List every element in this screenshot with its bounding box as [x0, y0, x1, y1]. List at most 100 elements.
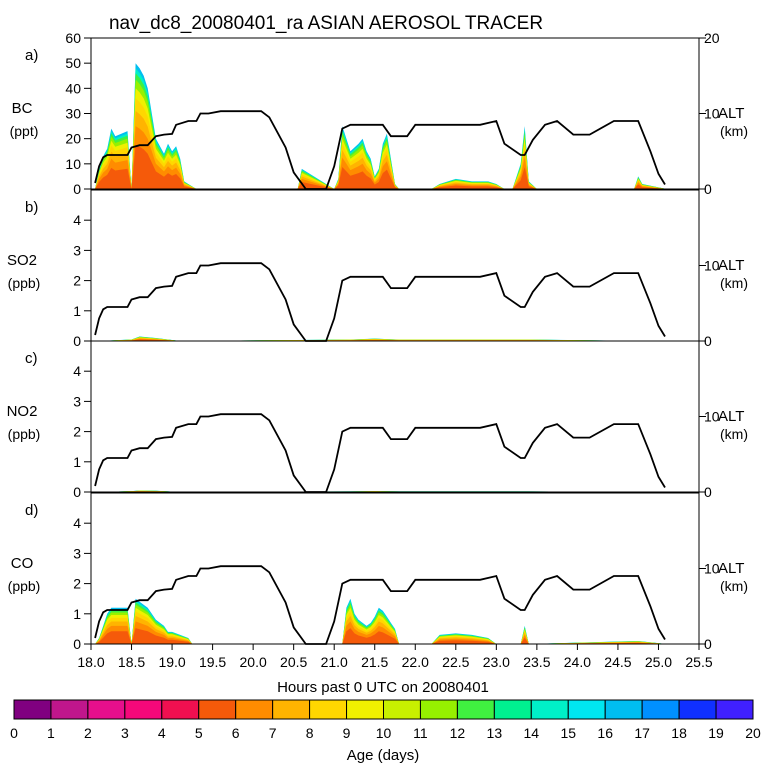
- panel-variable-unit: (ppb): [8, 578, 41, 594]
- y-tick-label: 10: [65, 156, 81, 172]
- colorbar-tick-label: 7: [269, 725, 277, 741]
- panel-variable-name: SO2: [7, 252, 37, 269]
- colorbar-tick-label: 17: [634, 725, 650, 741]
- alt-axis-label: ALT: [718, 560, 744, 577]
- panel-variable-unit: (ppb): [8, 275, 41, 291]
- colorbar-tick-label: 19: [708, 725, 724, 741]
- x-tick-label: 24.0: [564, 654, 591, 670]
- colorbar: 0 1 2 3 4 5 6 7 8 9 10 11 12 13 14 15 16 17 18 19 20: [10, 699, 761, 741]
- colorbar-tick-label: 11: [413, 725, 428, 741]
- altitude-line-no2: [94, 413, 666, 493]
- alt-axis-unit: (km): [720, 275, 748, 291]
- colorbar-tick-label: 9: [343, 725, 351, 741]
- colorbar-swatch: [456, 699, 495, 720]
- colorbar-swatch: [87, 699, 126, 720]
- alt-tick-label: 0: [704, 181, 712, 197]
- colorbar-tick-label: 5: [195, 725, 203, 741]
- panel-frame: [90, 340, 700, 493]
- alt-tick-label: 0: [704, 484, 712, 500]
- y-tick-label: 1: [73, 303, 81, 319]
- colorbar-tick-label: 1: [47, 725, 55, 741]
- y-tick-label: 1: [73, 454, 81, 470]
- alt-axis-unit: (km): [720, 426, 748, 442]
- panel-bc: 0 10 20 30 40 50 60 0 10 20 a) BC (ppt) ALT(km): [10, 30, 748, 197]
- series-area-so2-band-1: [99, 338, 667, 341]
- colorbar-tick-label: 18: [671, 725, 687, 741]
- y-tick-label: 2: [73, 424, 81, 440]
- colorbar-swatch: [124, 699, 163, 720]
- panel-variable-unit: (ppt): [10, 123, 39, 139]
- y-tick-label: 30: [65, 106, 81, 122]
- chart-title: nav_dc8_20080401_ra ASIAN AEROSOL TRACER: [109, 13, 543, 34]
- alt-axis-unit: (km): [720, 578, 748, 594]
- x-tick-label: 18.0: [77, 654, 104, 670]
- alt-tick-label: 10: [704, 561, 720, 577]
- series-area-co-band-0: [95, 628, 667, 644]
- y-tick-label: 60: [65, 30, 81, 46]
- colorbar-tick-label: 0: [10, 725, 18, 741]
- colorbar-tick-label: 16: [597, 725, 613, 741]
- colorbar-tick-label: 12: [450, 725, 466, 741]
- colorbar-swatch: [567, 699, 606, 720]
- y-tick-label: 0: [73, 484, 81, 500]
- y-tick-label: 50: [65, 55, 81, 71]
- x-tick-label: 21.5: [361, 654, 388, 670]
- x-tick-label: 23.5: [523, 654, 550, 670]
- colorbar-swatch: [198, 699, 237, 720]
- y-tick-label: 40: [65, 80, 81, 96]
- x-tick-label: 21.0: [321, 654, 348, 670]
- panels: 010203040506001020a)BC(ppt)ALT(km)012340…: [7, 30, 748, 652]
- alt-tick-label: 20: [704, 30, 720, 46]
- colorbar-tick-label: 8: [306, 725, 314, 741]
- panel-letter: a): [25, 47, 38, 64]
- colorbar-tick-label: 2: [84, 725, 92, 741]
- x-tick-label: 25.5: [685, 654, 712, 670]
- alt-axis-label: ALT: [718, 257, 744, 274]
- colorbar-swatch: [604, 699, 643, 720]
- x-tick-label: 18.5: [118, 654, 145, 670]
- panel-variable-name: BC: [12, 100, 33, 117]
- y-tick-label: 3: [73, 393, 81, 409]
- alt-tick-label: 10: [704, 258, 720, 274]
- series-area-bc-band-0: [95, 145, 667, 189]
- colorbar-swatch: [383, 699, 421, 720]
- y-tick-label: 3: [73, 242, 81, 258]
- x-tick-label: 19.0: [158, 654, 185, 670]
- alt-tick-label: 0: [704, 636, 712, 652]
- colorbar-swatch: [641, 699, 680, 720]
- colorbar-tick-label: 15: [560, 725, 576, 741]
- panel-letter: b): [25, 199, 38, 216]
- y-tick-label: 2: [73, 576, 81, 592]
- colorbar-swatch: [272, 699, 311, 720]
- colorbar-swatch: [678, 699, 717, 720]
- y-tick-label: 0: [73, 636, 81, 652]
- colorbar-tick-label: 6: [232, 725, 240, 741]
- colorbar-swatch: [493, 699, 532, 720]
- y-tick-label: 1: [73, 606, 81, 622]
- colorbar-tick-label: 10: [376, 725, 392, 741]
- alt-axis-label: ALT: [718, 105, 744, 122]
- colorbar-swatch: [13, 699, 52, 720]
- y-tick-label: 4: [73, 212, 81, 228]
- colorbar-tick-label: 13: [487, 725, 503, 741]
- y-tick-label: 20: [65, 131, 81, 147]
- x-tick-label: 24.5: [604, 654, 631, 670]
- colorbar-swatch: [309, 699, 348, 720]
- colorbar-label: Age (days): [347, 747, 420, 764]
- panel-frame: [90, 189, 700, 342]
- y-tick-label: 0: [73, 181, 81, 197]
- panel-variable-name: CO: [11, 555, 34, 572]
- panel-variable-name: NO2: [7, 403, 38, 420]
- alt-axis-label: ALT: [718, 408, 744, 425]
- y-tick-label: 3: [73, 545, 81, 561]
- y-tick-label: 0: [73, 333, 81, 349]
- colorbar-tick-label: 3: [121, 725, 129, 741]
- x-tick-label: 20.0: [240, 654, 267, 670]
- x-tick-label: 19.5: [199, 654, 226, 670]
- x-tick-label: 25.0: [645, 654, 672, 670]
- panel-co: 0 1 2 3 4 0 10 d) CO (ppb) ALT(km): [8, 492, 748, 652]
- x-tick-label: 22.5: [442, 654, 469, 670]
- panel-so2: 0 1 2 3 4 0 10 b) SO2 (ppb) ALT(km): [7, 189, 748, 349]
- panel-no2: 0 1 2 3 4 0 10 c) NO2 (ppb) ALT(km): [7, 340, 748, 500]
- colorbar-swatch: [346, 699, 384, 720]
